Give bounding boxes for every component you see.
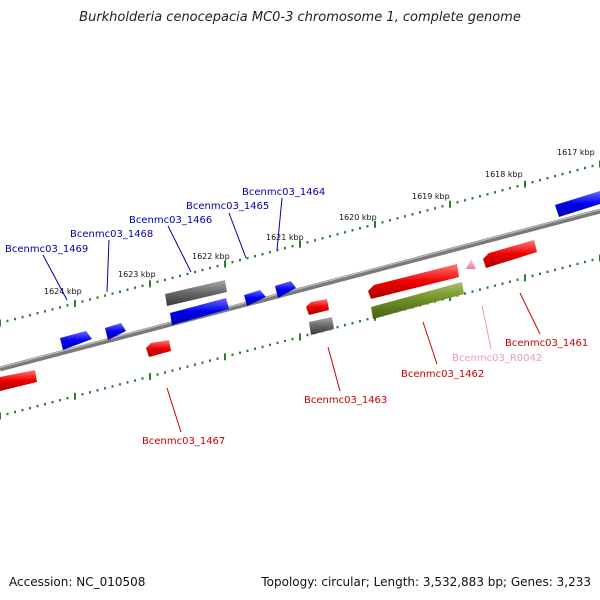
leader-line-1466 xyxy=(167,225,192,273)
gene-arrow-1465[interactable] xyxy=(244,290,266,306)
gene-arrow-1466[interactable] xyxy=(170,298,229,325)
upper-tick-track xyxy=(0,160,600,327)
gene-arrow-left-edge[interactable] xyxy=(0,370,37,391)
gene-label-1467[interactable]: Bcenmc03_1467 xyxy=(142,436,225,447)
reverse-leader-lines xyxy=(166,292,541,433)
gene-arrow-1469[interactable] xyxy=(60,331,92,350)
gene-label-1466[interactable]: Bcenmc03_1466 xyxy=(129,215,212,226)
gene-label-1464[interactable]: Bcenmc03_1464 xyxy=(242,187,325,198)
kbp-label-1622: 1622 kbp xyxy=(192,252,230,261)
leader-line-1462 xyxy=(422,321,438,365)
map-title: Burkholderia cenocepacia MC0-3 chromosom… xyxy=(79,10,521,25)
chromosome-backbone xyxy=(0,208,600,372)
leader-line-1464 xyxy=(276,197,283,251)
gene-arrow-right-edge[interactable] xyxy=(555,191,600,217)
gene-arrow-1463[interactable] xyxy=(306,299,329,315)
gene-arrow-gray-upper[interactable] xyxy=(165,280,227,306)
kbp-label-1621: 1621 kbp xyxy=(266,233,304,242)
reverse-gene-labels: Bcenmc03_1461 Bcenmc03_R0042 Bcenmc03_14… xyxy=(142,338,588,447)
leader-line-1465 xyxy=(228,212,247,259)
gene-label-1463[interactable]: Bcenmc03_1463 xyxy=(304,395,387,406)
gene-arrow-1468[interactable] xyxy=(105,323,126,340)
leader-line-1469 xyxy=(42,254,68,301)
leader-line-R0042 xyxy=(481,304,492,350)
gene-arrow-1467[interactable] xyxy=(146,340,171,357)
leader-line-1468 xyxy=(106,239,110,293)
forward-strand-features xyxy=(60,191,600,350)
gene-label-1469[interactable]: Bcenmc03_1469 xyxy=(5,244,88,255)
gene-label-1465[interactable]: Bcenmc03_1465 xyxy=(186,201,269,212)
kbp-label-1617: 1617 kbp xyxy=(557,148,595,157)
kbp-label-1620: 1620 kbp xyxy=(339,213,377,222)
gene-arrow-gray-lower[interactable] xyxy=(309,317,334,335)
rna-marker-R0042[interactable] xyxy=(466,259,476,269)
gene-arrow-1461[interactable] xyxy=(483,240,537,268)
gene-label-1468[interactable]: Bcenmc03_1468 xyxy=(70,229,153,240)
kbp-label-1618: 1618 kbp xyxy=(485,170,523,179)
genome-summary: Topology: circular; Length: 3,532,883 bp… xyxy=(261,575,591,589)
kbp-label-1623: 1623 kbp xyxy=(118,270,156,279)
leader-line-1467 xyxy=(166,387,182,433)
gene-arrow-olive[interactable] xyxy=(371,282,464,319)
gene-label-1462[interactable]: Bcenmc03_1462 xyxy=(401,369,484,380)
leader-line-1461 xyxy=(519,292,541,335)
gene-arrow-1462[interactable] xyxy=(368,264,459,299)
forward-gene-labels: Bcenmc03_1464 Bcenmc03_1465 Bcenmc03_146… xyxy=(5,187,325,255)
gene-label-1461[interactable]: Bcenmc03_1461 xyxy=(505,338,588,349)
kbp-scale: 1617 kbp 1618 kbp 1619 kbp 1620 kbp 1621… xyxy=(44,148,595,296)
gene-label-R0042[interactable]: Bcenmc03_R0042 xyxy=(452,353,542,364)
chromosome-backbone-highlight xyxy=(0,208,600,369)
accession-label: Accession: NC_010508 xyxy=(9,575,146,589)
kbp-label-1619: 1619 kbp xyxy=(412,192,450,201)
leader-line-1463 xyxy=(327,346,341,392)
gene-arrow-1464[interactable] xyxy=(275,281,296,298)
forward-leader-lines xyxy=(42,197,283,301)
reverse-strand-features xyxy=(0,240,537,391)
